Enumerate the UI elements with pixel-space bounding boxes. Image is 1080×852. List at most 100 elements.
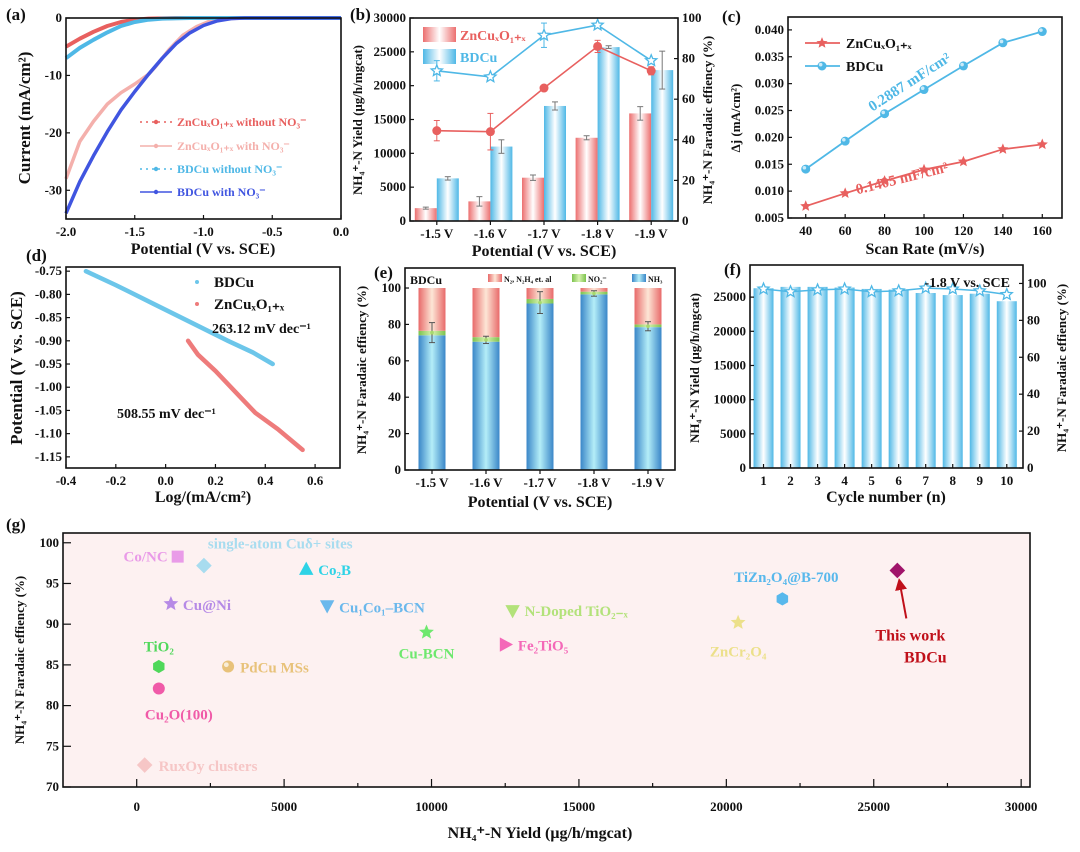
- fe-point: [430, 330, 434, 335]
- fe-point: [646, 324, 650, 329]
- x-tick-label: 120: [954, 223, 974, 238]
- y2-tick-label: 0: [682, 213, 689, 228]
- fe-marker: [429, 63, 445, 77]
- y-tick-label: 0: [740, 460, 747, 475]
- x-tick-label: 4: [841, 473, 848, 488]
- legend-label: NO₂⁻: [588, 275, 607, 284]
- x-tick-label: 80: [878, 223, 891, 238]
- y-axis-title: Δj (mA/cm²): [728, 84, 743, 153]
- x-tick-label: 0: [133, 799, 140, 814]
- data-marker-highlight: [842, 137, 846, 142]
- bar: [575, 137, 598, 221]
- y-axis-title: NH₄⁺-N Yield (μg/h/mgcat): [687, 293, 702, 443]
- bar: [522, 177, 544, 221]
- data-marker: [879, 175, 891, 186]
- plot-frame: [65, 266, 341, 469]
- fe-point: [484, 338, 488, 342]
- y-tick-label: 25000: [714, 289, 747, 304]
- x-axis-title: NH₄⁺-N Yield (μg/h/mgcat): [448, 825, 633, 842]
- y-tick-label: 0.015: [755, 156, 785, 171]
- scatter-point: [163, 596, 179, 611]
- y-tick-label: 5000: [720, 426, 746, 441]
- plot-background: [63, 533, 1030, 787]
- point-label: RuxOy clusters: [159, 759, 258, 775]
- x-tick-label: 160: [1033, 223, 1053, 238]
- y-tick-label: -30: [45, 182, 62, 197]
- y-tick-label: -0.95: [35, 356, 63, 371]
- x-tick-label: -1.5: [124, 224, 145, 239]
- y-tick-label: -0.85: [35, 310, 63, 325]
- y2-tick-label: 80: [682, 51, 695, 66]
- x-tick-label: -1.5 V: [416, 475, 450, 490]
- scatter-point: [171, 550, 184, 563]
- stacked-bar-segment: [634, 288, 662, 325]
- y-tick-label: -1.10: [35, 426, 62, 441]
- data-marker: [919, 85, 929, 95]
- y2-tick-label: 60: [682, 91, 695, 106]
- scatter-point: [152, 682, 165, 695]
- bar: [629, 113, 652, 221]
- stacked-bar-segment: [634, 327, 662, 470]
- x-axis-title: Potential (V vs. SCE): [131, 241, 276, 258]
- data-marker: [998, 38, 1008, 48]
- bar: [834, 287, 855, 468]
- bar: [807, 286, 828, 468]
- legend-label: ZnCuₓO₁₊ₓ with NO₃⁻: [177, 139, 290, 153]
- data-marker: [997, 143, 1009, 154]
- panel-label: (e): [374, 263, 393, 282]
- x-axis-title: Log/(mA/cm²): [155, 489, 251, 506]
- scatter-point: [730, 614, 746, 629]
- y-tick-label: 5000: [380, 179, 406, 194]
- y-tick-label: -1.05: [35, 402, 63, 417]
- y-tick-label: 0.035: [755, 49, 785, 64]
- y-tick-label: 0.030: [755, 76, 784, 91]
- fe-marker: [999, 287, 1014, 301]
- panel-label: (d): [26, 246, 47, 265]
- y2-axis-title: NH₄⁺-N Faradaic effiency (%): [700, 36, 715, 205]
- scatter-point: [419, 624, 434, 639]
- bar: [544, 105, 566, 221]
- condition-label: -1.8 V vs. SCE: [925, 276, 1010, 291]
- data-marker: [801, 164, 811, 174]
- legend-marker: [153, 189, 159, 195]
- legend-swatch: [423, 27, 456, 42]
- y-tick-label: 15000: [714, 357, 747, 372]
- fe-marker: [646, 66, 656, 76]
- fe-marker: [756, 281, 771, 296]
- point-label: Fe₂TiO₅: [518, 639, 569, 655]
- legend-marker: [153, 119, 159, 125]
- bar: [436, 178, 459, 221]
- x-tick-label: 5: [868, 473, 875, 488]
- fe-marker: [918, 280, 933, 295]
- data-marker: [1037, 27, 1047, 37]
- fe-marker: [536, 27, 552, 42]
- stacked-bar-segment: [472, 288, 500, 338]
- legend-marker: [195, 302, 199, 306]
- y-tick-label: 10000: [374, 145, 407, 160]
- legend-swatch: [488, 274, 502, 282]
- x-tick-label: -1.5 V: [420, 226, 454, 241]
- x-tick-label: 20000: [710, 799, 743, 814]
- y-tick-label: -10: [45, 67, 62, 82]
- fe-marker: [432, 126, 442, 136]
- scatter-point: [153, 659, 165, 674]
- point-label: Cu-BCN: [399, 646, 455, 662]
- y-tick-label: 0: [400, 213, 407, 228]
- x-axis-title: Potential (V vs. SCE): [468, 494, 613, 511]
- x-tick-label: -1.9 V: [635, 226, 669, 241]
- x-tick-label: -1.8 V: [581, 226, 615, 241]
- stacked-bar-segment: [472, 341, 500, 470]
- y2-tick-label: 100: [682, 10, 702, 25]
- data-marker: [800, 200, 812, 211]
- x-tick-label: 60: [839, 223, 852, 238]
- y-tick-label: 20000: [374, 78, 407, 93]
- legend-marker-highlight: [818, 62, 823, 67]
- fe-marker: [891, 283, 906, 297]
- data-marker-highlight: [881, 110, 886, 115]
- y-tick-label: 40: [388, 389, 401, 404]
- y2-tick-label: 40: [682, 132, 695, 147]
- x-tick-label: -2.0: [56, 224, 77, 239]
- legend-marker: [816, 37, 828, 48]
- legend-label: BDCu: [460, 51, 498, 66]
